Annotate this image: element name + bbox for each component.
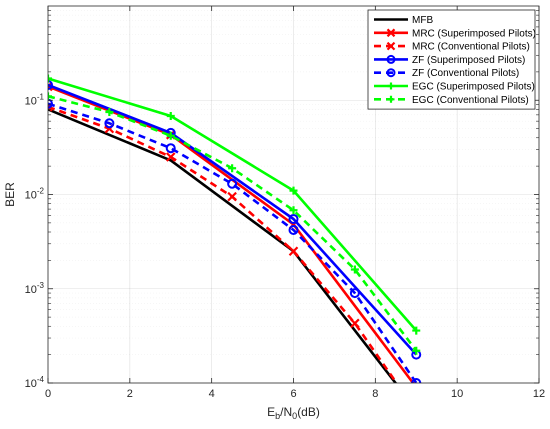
x-axis-label-sub-0: 0	[292, 411, 297, 421]
legend-entry-label: ZF (Superimposed Pilots)	[412, 55, 525, 66]
data-point-marker	[166, 131, 175, 140]
legend-entry-label: EGC (Superimposed Pilots)	[412, 82, 535, 93]
data-point-marker	[349, 288, 360, 299]
x-axis-label-slash: /N	[280, 405, 292, 419]
x-axis-label-base: E	[267, 405, 275, 419]
data-point-marker	[166, 112, 175, 121]
x-tick-label: 2	[127, 388, 133, 400]
data-point-marker	[350, 318, 360, 329]
data-point-marker	[48, 80, 53, 91]
data-point-marker	[165, 152, 176, 162]
legend-marker-sample	[386, 41, 396, 51]
x-tick-label: 8	[372, 388, 378, 400]
x-tick-label: 12	[533, 388, 545, 400]
series-group	[48, 74, 421, 335]
data-point-marker	[165, 143, 176, 154]
y-tick-label: 10-3	[25, 281, 45, 296]
legend-marker-sample	[387, 82, 395, 90]
legend-marker-sample	[386, 68, 396, 78]
y-tick-label: 10-2	[25, 187, 45, 202]
data-point-marker	[48, 98, 53, 109]
data-point-marker	[104, 118, 115, 129]
series-group	[48, 98, 422, 383]
data-point-marker	[350, 265, 359, 274]
x-axis-label-unit: (dB)	[297, 405, 320, 419]
legend-entry-label: MRC (Conventional Pilots)	[412, 42, 530, 53]
series-group	[48, 92, 421, 355]
legend-entry-label: MRC (Superimposed Pilots)	[412, 28, 536, 39]
data-point-marker	[288, 225, 299, 236]
series-line	[48, 108, 398, 383]
data-point-marker	[228, 164, 237, 173]
data-point-marker	[48, 74, 52, 83]
x-tick-label: 0	[45, 388, 51, 400]
series-lines	[48, 74, 422, 383]
legend-marker-sample	[386, 54, 396, 64]
data-point-marker	[412, 346, 421, 355]
data-point-marker	[289, 186, 298, 195]
legend-entry-label: ZF (Conventional Pilots)	[412, 68, 519, 79]
data-point-marker	[227, 178, 238, 189]
series-group	[48, 108, 398, 383]
data-point-marker	[289, 206, 298, 215]
data-point-marker	[288, 213, 299, 224]
x-axis-label-sub-b: b	[275, 411, 280, 421]
series-line	[48, 102, 418, 383]
x-axis-label: Eb/N0(dB)	[267, 405, 320, 421]
y-tick-label: 10-1	[25, 92, 45, 107]
legend-entry-label: EGC (Conventional Pilots)	[412, 95, 529, 106]
data-point-marker	[105, 108, 114, 117]
series-line	[48, 77, 418, 332]
data-point-marker	[48, 92, 52, 101]
data-point-marker	[412, 326, 421, 335]
legend-marker-sample	[387, 95, 395, 103]
y-axis-label: BER	[3, 182, 17, 207]
legend: MFB MRC (Superimposed Pilots) MRC (Convent…	[367, 9, 536, 110]
x-tick-label: 4	[209, 388, 215, 400]
legend-entry-label: MFB	[412, 15, 433, 26]
legend-marker-sample	[386, 28, 396, 38]
data-point-marker	[411, 378, 422, 383]
y-tick-label: 10-4	[25, 375, 45, 390]
axis-ticks: 0 2 4 6 8 10 12 10-4 10-3 10-2 10-1	[25, 6, 545, 400]
x-tick-label: 10	[451, 388, 463, 400]
data-point-marker	[288, 246, 299, 257]
x-tick-label: 6	[290, 388, 296, 400]
data-point-marker	[227, 191, 237, 202]
